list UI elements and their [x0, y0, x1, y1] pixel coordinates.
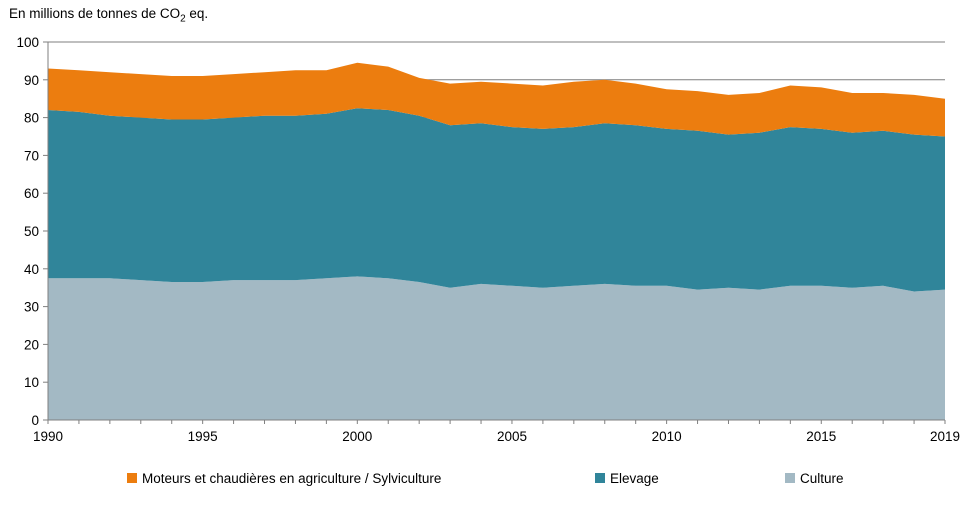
chart-title: En millions de tonnes de CO2 eq. [9, 6, 209, 24]
y-tick-label-20: 20 [24, 337, 39, 352]
legend-swatch-moteurs-icon [127, 473, 137, 483]
y-tick-label-100: 100 [16, 35, 39, 50]
legend-item-elevage: Elevage [595, 469, 659, 487]
x-tick-label-2015: 2015 [806, 429, 836, 444]
y-tick-label-70: 70 [24, 148, 39, 163]
legend-item-moteurs: Moteurs et chaudières en agriculture / S… [127, 469, 441, 487]
x-tick-label-2005: 2005 [497, 429, 527, 444]
y-tick-label-40: 40 [24, 262, 39, 277]
y-tick-label-0: 0 [31, 413, 39, 428]
y-tick-label-50: 50 [24, 224, 39, 239]
stacked-area-chart: 0 10 20 30 40 50 60 70 80 90 100 1990 1995 2000 2005 20… [16, 35, 960, 444]
y-tick-label-60: 60 [24, 186, 39, 201]
y-tick-label-80: 80 [24, 111, 39, 126]
y-tick-label-90: 90 [24, 73, 39, 88]
x-tick-label-2010: 2010 [652, 429, 682, 444]
chart-legend: Moteurs et chaudières en agriculture / S… [0, 469, 970, 491]
area-moteurs-et-chaudieres [48, 62, 945, 137]
x-tick-label-2019: 2019 [930, 429, 960, 444]
y-tick-label-10: 10 [24, 375, 39, 390]
area-culture [48, 276, 945, 420]
x-tick-label-2000: 2000 [342, 429, 372, 444]
chart-area: 0 10 20 30 40 50 60 70 80 90 100 1990 1995 2000 2005 20… [16, 35, 960, 444]
legend-swatch-elevage-icon [595, 473, 605, 483]
legend-label-culture: Culture [800, 470, 844, 486]
area-elevage [48, 108, 945, 292]
legend-label-moteurs: Moteurs et chaudières en agriculture / S… [142, 470, 442, 486]
legend-label-elevage: Elevage [610, 470, 659, 486]
chart-title-prefix: En millions de tonnes de CO [9, 6, 181, 21]
x-tick-label-1995: 1995 [188, 429, 218, 444]
x-tick-label-1990: 1990 [33, 429, 63, 444]
legend-swatch-culture-icon [785, 473, 795, 483]
legend-item-culture: Culture [785, 469, 844, 487]
y-tick-label-30: 30 [24, 300, 39, 315]
chart-title-subscript: 2 [180, 13, 186, 25]
chart-title-suffix: eq. [185, 6, 209, 21]
